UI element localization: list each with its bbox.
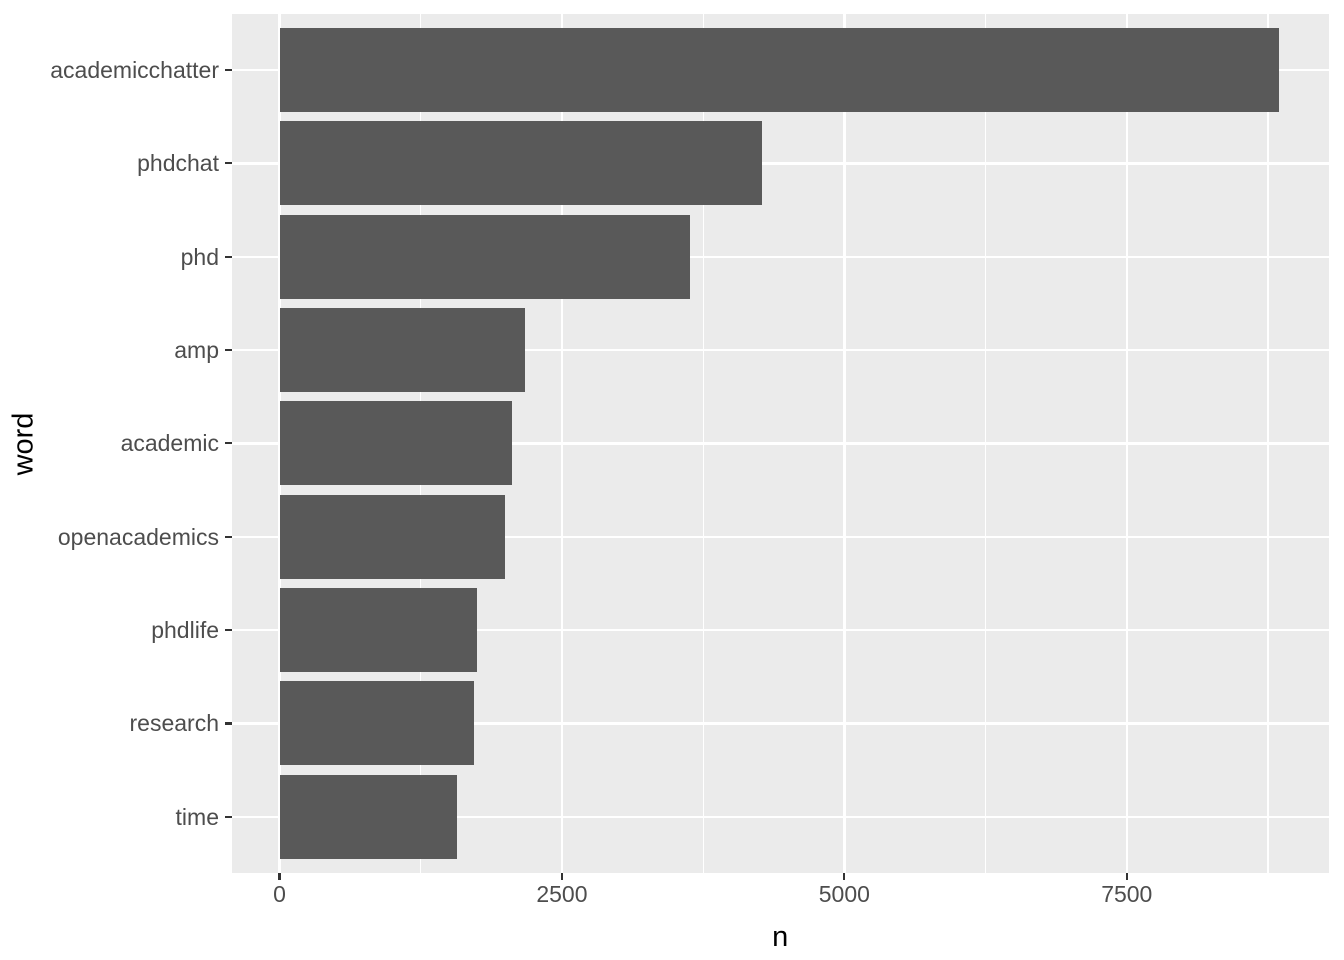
gridline-major-y xyxy=(231,348,1329,352)
x-axis-tick xyxy=(843,873,846,880)
gridline-major-y xyxy=(231,535,1329,538)
y-tick-label: phdlife xyxy=(151,617,219,644)
gridline-major-y xyxy=(231,722,1329,725)
bar-research xyxy=(279,681,474,766)
x-tick-label: 2500 xyxy=(536,881,588,907)
x-axis-title: n xyxy=(772,921,789,953)
y-axis-tick xyxy=(224,535,232,538)
bar-academicchatter xyxy=(279,28,1280,112)
y-tick-label: academicchatter xyxy=(50,57,219,83)
y-tick-label: phdchat xyxy=(137,150,219,177)
gridline-major-y xyxy=(231,815,1329,818)
x-axis-tick xyxy=(560,873,564,880)
y-axis-tick xyxy=(224,629,232,632)
bar-phd xyxy=(279,214,690,299)
y-tick-label: phd xyxy=(180,243,219,270)
bar-openacademics xyxy=(279,494,506,579)
bar-phdlife xyxy=(279,588,477,673)
gridline-major-y xyxy=(231,628,1329,632)
y-tick-label: time xyxy=(175,803,219,830)
gridline-major-y xyxy=(231,162,1329,165)
bar-academic xyxy=(279,401,513,486)
x-axis-tick xyxy=(1125,873,1128,880)
y-axis-tick xyxy=(224,442,232,445)
y-tick-label: amp xyxy=(174,337,219,364)
bar-amp xyxy=(279,308,525,393)
plot-panel xyxy=(231,14,1329,873)
bar-time xyxy=(279,774,457,859)
x-tick-label: 0 xyxy=(273,881,286,907)
x-axis-tick xyxy=(278,873,281,880)
y-axis-tick xyxy=(224,162,232,165)
x-tick-label: 7500 xyxy=(1101,881,1153,907)
gridline-major-y xyxy=(231,255,1329,258)
bar-phdchat xyxy=(279,121,762,206)
y-tick-label: openacademics xyxy=(57,523,219,550)
y-axis-tick xyxy=(224,815,232,818)
y-axis-tick xyxy=(224,348,232,352)
y-axis-tick xyxy=(224,255,232,258)
y-tick-label: research xyxy=(129,710,219,737)
y-axis-title: word xyxy=(7,412,40,475)
x-tick-label: 5000 xyxy=(818,881,870,907)
gridline-major-y xyxy=(231,442,1329,445)
y-axis-tick xyxy=(224,68,232,72)
y-tick-label: academic xyxy=(120,430,219,457)
y-axis-tick xyxy=(224,722,232,725)
